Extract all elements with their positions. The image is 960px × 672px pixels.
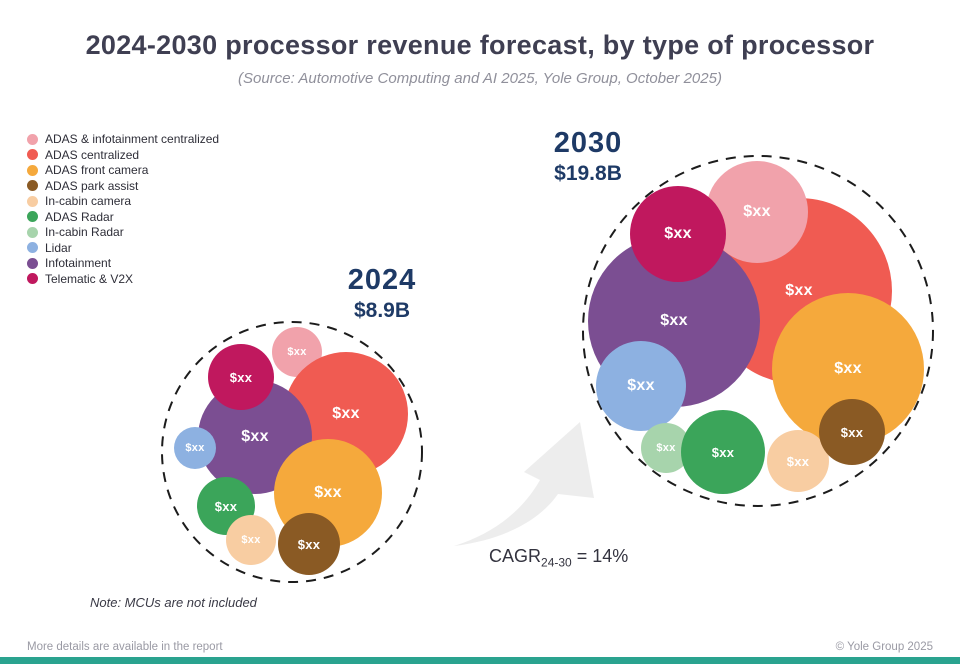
infotainment-color-dot	[27, 257, 38, 269]
legend-item-label: Telematic & V2X	[45, 271, 134, 286]
legend-item-adas-centralized: ADAS centralized	[27, 149, 219, 161]
footer-right-text: © Yole Group 2025	[835, 641, 933, 653]
cagr-value: = 14%	[571, 546, 629, 566]
source-subtitle: (Source: Automotive Computing and AI 202…	[238, 70, 722, 87]
legend-item-label: Infotainment	[45, 256, 112, 270]
cluster-2024-outline	[161, 321, 423, 583]
adas-centralized-color-dot	[27, 149, 38, 160]
legend-item-label: Lidar	[45, 240, 72, 255]
legend-item-adas-radar: ADAS Radar	[27, 211, 219, 223]
legend-item-adas-infotainment-centralized: ADAS & infotainment centralized	[27, 133, 219, 145]
in-cabin-camera-color-dot	[27, 195, 38, 207]
legend-item-label: ADAS park assist	[45, 178, 139, 193]
adas-front-camera-color-dot	[27, 164, 38, 176]
legend-item-adas-front-camera: ADAS front camera	[27, 164, 219, 176]
total-2030-label: $19.8B	[554, 162, 622, 185]
telematic-v2x-color-dot	[27, 273, 38, 284]
legend: ADAS & infotainment centralized ADAS cent…	[27, 133, 219, 288]
legend-item-lidar: Lidar	[27, 242, 219, 254]
legend-item-adas-park-assist: ADAS park assist	[27, 180, 219, 192]
in-cabin-radar-color-dot	[27, 226, 38, 238]
adas-infotainment-centralized-color-dot	[27, 133, 38, 145]
legend-item-label: In-cabin camera	[45, 194, 132, 208]
cluster-2030-heading: 2030 $19.8B	[540, 127, 636, 186]
footer-left-text: More details are available in the report	[27, 641, 223, 653]
legend-item-label: In-cabin Radar	[45, 225, 124, 239]
legend-item-label: ADAS front camera	[45, 163, 149, 177]
page-title: 2024-2030 processor revenue forecast, by…	[85, 30, 875, 60]
note-text: Note: MCUs are not included	[90, 595, 257, 610]
cagr-subscript: 24-30	[541, 555, 572, 570]
year-2030-label: 2030	[553, 127, 623, 159]
adas-park-assist-color-dot	[27, 180, 38, 191]
lidar-color-dot	[27, 242, 38, 253]
cagr-text: CAGR	[489, 546, 542, 566]
growth-arrow-icon	[454, 422, 594, 546]
legend-item-telematic-v2x: Telematic & V2X	[27, 273, 219, 285]
legend-item-in-cabin-camera: In-cabin camera	[27, 195, 219, 207]
total-2024-label: $8.9B	[353, 299, 411, 322]
legend-item-label: ADAS Radar	[45, 209, 114, 224]
legend-item-label: ADAS centralized	[45, 147, 140, 162]
accent-bar	[0, 657, 960, 664]
year-2024-label: 2024	[347, 264, 417, 296]
cagr-label: CAGR24-30 = 14%	[489, 546, 628, 570]
cluster-2030-outline	[582, 155, 934, 507]
legend-item-in-cabin-radar: In-cabin Radar	[27, 226, 219, 238]
cluster-2024-heading: 2024 $8.9B	[336, 264, 428, 323]
adas-radar-color-dot	[27, 211, 38, 222]
legend-item-label: ADAS & infotainment centralized	[45, 132, 220, 146]
legend-item-infotainment: Infotainment	[27, 257, 219, 269]
